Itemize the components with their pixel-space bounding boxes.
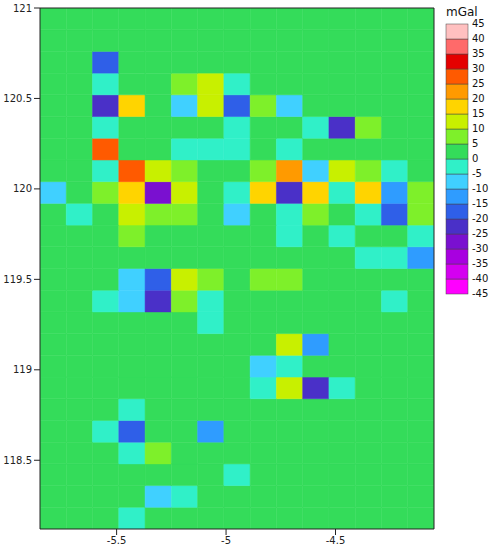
svg-text:-35: -35: [472, 258, 488, 269]
svg-text:10: 10: [472, 123, 485, 134]
svg-text:-5: -5: [221, 535, 231, 546]
svg-text:-30: -30: [472, 243, 488, 254]
svg-text:-5: -5: [472, 168, 482, 179]
svg-text:35: 35: [472, 48, 485, 59]
svg-text:40: 40: [472, 33, 485, 44]
svg-text:-45: -45: [472, 288, 488, 299]
svg-text:0: 0: [472, 153, 478, 164]
svg-text:mGal: mGal: [446, 5, 478, 19]
svg-text:-20: -20: [472, 213, 488, 224]
svg-text:118.5: 118.5: [3, 455, 32, 466]
svg-text:45: 45: [472, 18, 485, 29]
svg-text:5: 5: [472, 138, 478, 149]
svg-text:15: 15: [472, 108, 485, 119]
svg-text:-10: -10: [472, 183, 488, 194]
svg-text:30: 30: [472, 63, 485, 74]
svg-text:25: 25: [472, 78, 485, 89]
svg-text:20: 20: [472, 93, 485, 104]
svg-text:119: 119: [13, 364, 32, 375]
svg-text:-15: -15: [472, 198, 488, 209]
svg-text:120: 120: [13, 183, 32, 194]
svg-text:-5.5: -5.5: [107, 535, 127, 546]
svg-text:121: 121: [13, 3, 32, 14]
svg-text:-4.5: -4.5: [326, 535, 346, 546]
svg-text:119.5: 119.5: [3, 274, 32, 285]
svg-text:-40: -40: [472, 273, 488, 284]
svg-text:-25: -25: [472, 228, 488, 239]
svg-text:120.5: 120.5: [3, 93, 32, 104]
